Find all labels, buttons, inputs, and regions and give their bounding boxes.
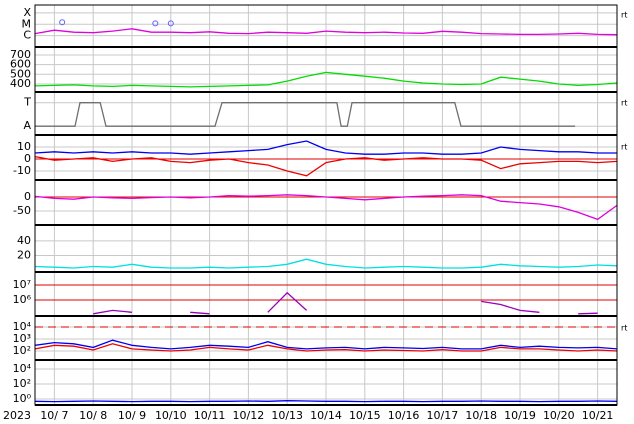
- y-tick-label: 10³: [13, 332, 31, 345]
- x-tick-label: 10/17: [427, 409, 459, 422]
- series-line: [35, 102, 576, 127]
- x-tick-label: 10/ 7: [40, 409, 68, 422]
- y-tick-label: A: [23, 119, 31, 132]
- y-tick-label: 10⁶: [13, 293, 32, 306]
- series-line: [34, 343, 618, 352]
- y-tick-label: 500: [10, 67, 31, 80]
- series-line: [34, 339, 618, 350]
- right-label: rt: [621, 99, 627, 108]
- x-tick-label: 10/20: [543, 409, 575, 422]
- flare-marker: [167, 20, 174, 27]
- y-tick-label: X: [23, 6, 31, 19]
- series-line: [34, 400, 618, 403]
- y-tick-label: 20: [17, 249, 31, 262]
- x-tick-label: 10/21: [582, 409, 614, 422]
- y-tick-label: 10²: [13, 377, 31, 390]
- x-tick-label: 10/15: [349, 409, 381, 422]
- y-tick-label: 10: [17, 140, 31, 153]
- x-tick-label: 10/14: [310, 409, 342, 422]
- x-title: 2023: [3, 409, 31, 422]
- x-tick-label: 10/10: [155, 409, 187, 422]
- series-line: [34, 28, 618, 36]
- y-tick-label: T: [23, 96, 31, 109]
- y-tick-label: 600: [10, 58, 31, 71]
- y-tick-label: 0: [24, 152, 31, 165]
- x-tick-label: 10/16: [388, 409, 420, 422]
- series-line: [34, 155, 618, 177]
- x-tick-label: 10/ 9: [118, 409, 146, 422]
- y-tick-label: 10⁰: [13, 392, 32, 405]
- flare-marker: [152, 20, 159, 27]
- right-label: rt: [621, 143, 627, 152]
- y-tick-label: 10⁴: [13, 362, 32, 375]
- series-line: [34, 258, 618, 269]
- y-tick-label: 700: [10, 48, 31, 61]
- x-tick-label: 10/13: [271, 409, 303, 422]
- y-tick-label: -50: [13, 204, 31, 217]
- y-tick-label: 10⁷: [13, 278, 31, 291]
- x-tick-label: 10/11: [194, 409, 226, 422]
- y-tick-label: -10: [13, 164, 31, 177]
- right-label: rt: [621, 11, 627, 20]
- x-tick-label: 10/19: [504, 409, 536, 422]
- plot-frame: [34, 4, 618, 406]
- y-tick-label: M: [22, 17, 32, 30]
- series-line: [34, 140, 617, 155]
- x-tick-label: 10/ 8: [79, 409, 107, 422]
- series-line: [34, 71, 618, 88]
- series-line: [34, 194, 618, 221]
- y-tick-label: C: [23, 29, 31, 42]
- y-tick-label: 400: [10, 77, 31, 90]
- right-label: rt: [621, 324, 627, 333]
- x-tick-label: 10/12: [233, 409, 265, 422]
- y-tick-label: 40: [17, 234, 31, 247]
- series-line: [93, 291, 598, 315]
- y-tick-label: 0: [24, 190, 31, 203]
- flare-marker: [59, 19, 66, 26]
- y-tick-label: 10⁴: [13, 320, 32, 333]
- x-tick-label: 10/18: [465, 409, 497, 422]
- y-tick-label: 10²: [13, 344, 31, 357]
